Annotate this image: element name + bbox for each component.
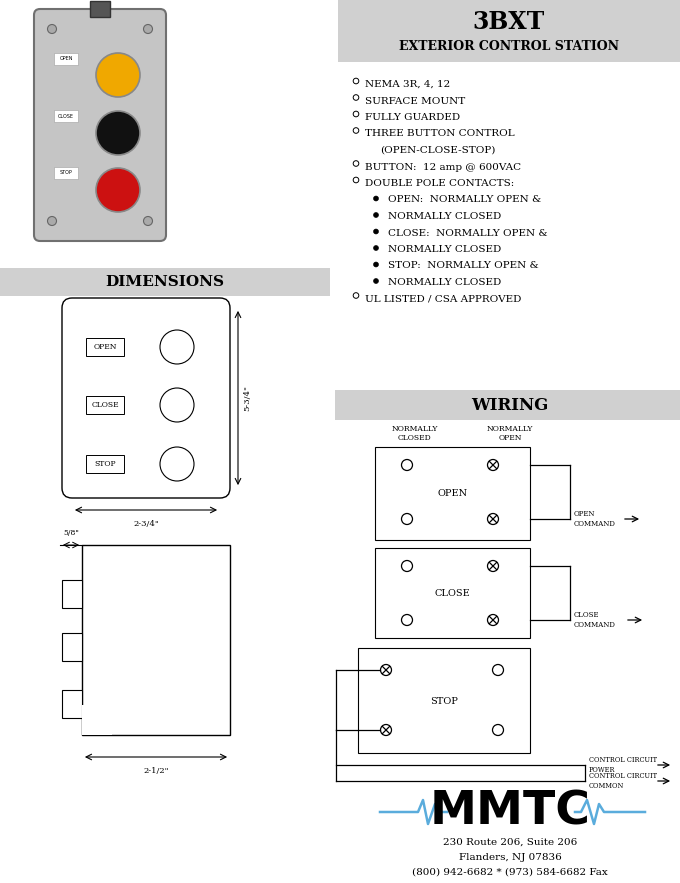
Circle shape <box>96 53 140 97</box>
Circle shape <box>48 25 56 34</box>
Text: STOP: STOP <box>430 697 458 706</box>
Text: CONTROL CIRCUIT
COMMON: CONTROL CIRCUIT COMMON <box>589 773 657 789</box>
Text: DOUBLE POLE CONTACTS:: DOUBLE POLE CONTACTS: <box>365 179 514 188</box>
Circle shape <box>373 229 379 234</box>
Text: CLOSE: CLOSE <box>58 114 74 118</box>
Text: OPEN: OPEN <box>59 57 73 62</box>
Text: STOP: STOP <box>95 460 116 468</box>
Text: THREE BUTTON CONTROL: THREE BUTTON CONTROL <box>365 130 515 139</box>
Text: DIMENSIONS: DIMENSIONS <box>105 275 224 289</box>
Text: CLOSE: CLOSE <box>91 401 119 409</box>
Text: BUTTON:  12 amp @ 600VAC: BUTTON: 12 amp @ 600VAC <box>365 162 521 171</box>
Bar <box>86 455 124 473</box>
Text: NORMALLY CLOSED: NORMALLY CLOSED <box>388 245 501 254</box>
Bar <box>375 447 530 540</box>
Bar <box>338 0 680 62</box>
FancyBboxPatch shape <box>62 298 230 498</box>
Bar <box>62 690 82 718</box>
Text: NEMA 3R, 4, 12: NEMA 3R, 4, 12 <box>365 80 450 89</box>
Bar <box>90 1 110 17</box>
Text: 5-3/4": 5-3/4" <box>243 385 251 411</box>
Bar <box>62 580 82 608</box>
Bar <box>335 390 680 420</box>
Bar <box>54 110 78 122</box>
Circle shape <box>373 196 379 201</box>
Text: STOP: STOP <box>60 170 72 176</box>
Text: (OPEN-CLOSE-STOP): (OPEN-CLOSE-STOP) <box>380 146 495 155</box>
Text: OPEN
COMMAND: OPEN COMMAND <box>574 510 616 528</box>
Text: 230 Route 206, Suite 206: 230 Route 206, Suite 206 <box>443 838 577 847</box>
Text: FULLY GUARDED: FULLY GUARDED <box>365 113 460 122</box>
Text: (800) 942-6682 * (973) 584-6682 Fax: (800) 942-6682 * (973) 584-6682 Fax <box>412 868 608 877</box>
Circle shape <box>96 111 140 155</box>
Circle shape <box>373 278 379 283</box>
Text: NORMALLY
OPEN: NORMALLY OPEN <box>487 425 533 442</box>
Text: 2-1/2": 2-1/2" <box>143 767 169 775</box>
Text: MMTC: MMTC <box>430 789 590 834</box>
Text: OPEN:  NORMALLY OPEN &: OPEN: NORMALLY OPEN & <box>388 195 541 205</box>
Bar <box>82 545 230 735</box>
Circle shape <box>48 216 56 225</box>
Text: SURFACE MOUNT: SURFACE MOUNT <box>365 96 465 105</box>
FancyBboxPatch shape <box>34 9 166 241</box>
Circle shape <box>373 213 379 217</box>
FancyBboxPatch shape <box>82 705 112 735</box>
Text: NORMALLY
CLOSED: NORMALLY CLOSED <box>392 425 438 442</box>
Text: OPEN: OPEN <box>437 488 468 497</box>
Text: NORMALLY CLOSED: NORMALLY CLOSED <box>388 278 501 287</box>
Bar <box>54 167 78 179</box>
Text: CLOSE:  NORMALLY OPEN &: CLOSE: NORMALLY OPEN & <box>388 229 547 238</box>
Text: UL LISTED / CSA APPROVED: UL LISTED / CSA APPROVED <box>365 295 522 304</box>
Bar <box>86 338 124 356</box>
Text: OPEN: OPEN <box>93 343 117 351</box>
Text: NORMALLY CLOSED: NORMALLY CLOSED <box>388 212 501 221</box>
Text: 2-3/4": 2-3/4" <box>133 520 159 528</box>
Bar <box>62 633 82 661</box>
Text: CONTROL CIRCUIT
POWER: CONTROL CIRCUIT POWER <box>589 757 657 774</box>
Bar <box>358 648 530 753</box>
Text: 5/8": 5/8" <box>63 529 79 537</box>
Text: 3BXT: 3BXT <box>473 10 545 34</box>
Circle shape <box>143 216 152 225</box>
Text: STOP:  NORMALLY OPEN &: STOP: NORMALLY OPEN & <box>388 261 539 270</box>
Circle shape <box>143 25 152 34</box>
Bar <box>0 268 330 296</box>
Bar <box>54 53 78 65</box>
Circle shape <box>373 262 379 267</box>
Circle shape <box>373 245 379 251</box>
Text: WIRING: WIRING <box>471 396 549 413</box>
Text: CLOSE
COMMAND: CLOSE COMMAND <box>574 611 616 629</box>
Bar <box>86 396 124 414</box>
Circle shape <box>96 168 140 212</box>
Text: CLOSE: CLOSE <box>435 588 471 598</box>
Text: Flanders, NJ 07836: Flanders, NJ 07836 <box>458 853 562 862</box>
Text: EXTERIOR CONTROL STATION: EXTERIOR CONTROL STATION <box>399 40 619 52</box>
Bar <box>375 548 530 638</box>
